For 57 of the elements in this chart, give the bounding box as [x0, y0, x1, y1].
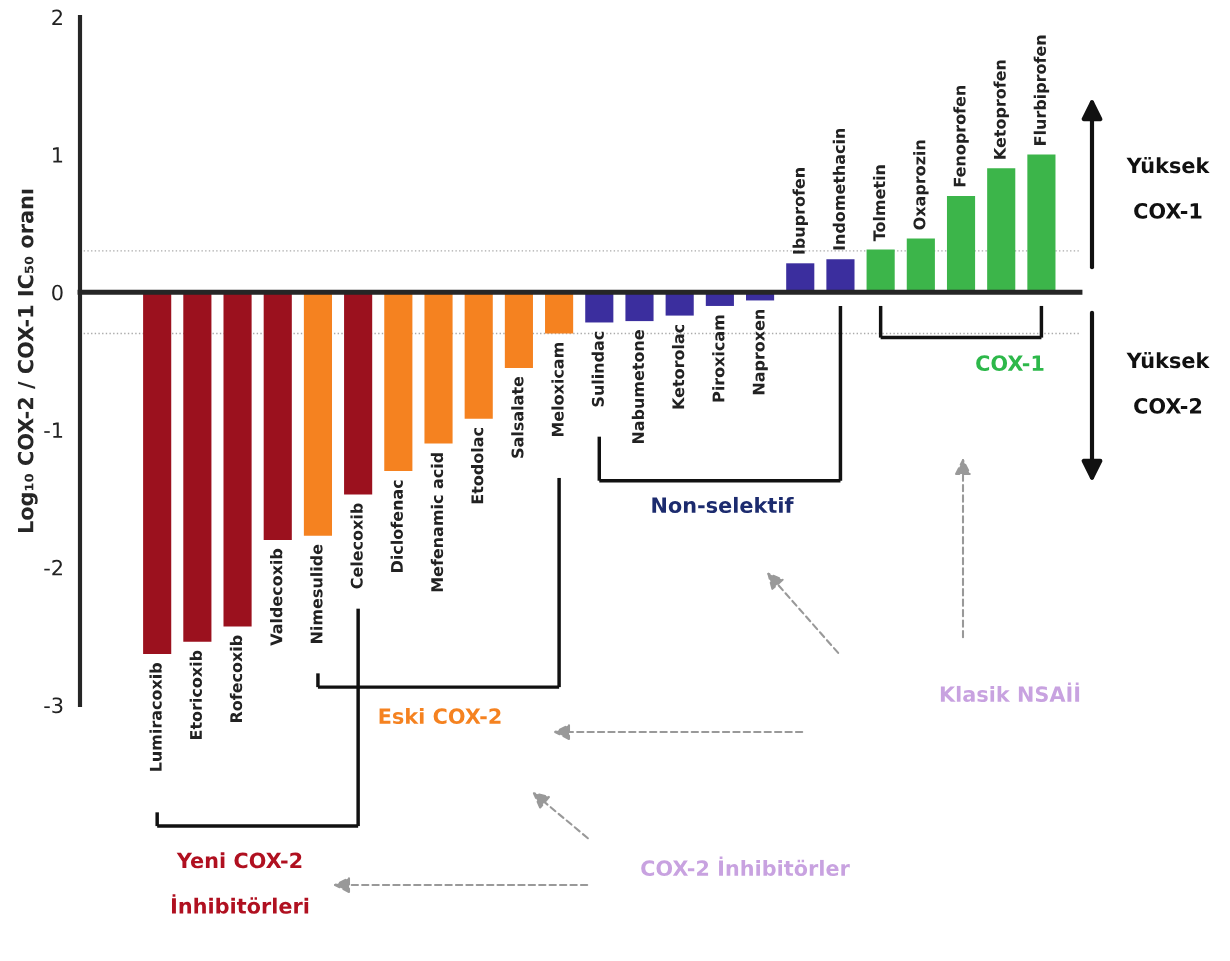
- bar: [545, 292, 574, 334]
- bar: [946, 195, 976, 293]
- y-tick-label: -3: [44, 697, 63, 714]
- x-tick-label: Diclofenac: [390, 480, 403, 572]
- y-tick-label: -2: [44, 559, 62, 576]
- annotation: Klasik NSAİİ: [940, 682, 1080, 703]
- bar: [344, 292, 373, 495]
- bar: [504, 292, 533, 368]
- text: Eski COX-2: [379, 707, 501, 725]
- x-tick-label: Nimesulide: [310, 544, 323, 643]
- x-tick-label: Salsalate: [511, 376, 524, 458]
- bar: [625, 292, 654, 322]
- x-tick-label: Ketoprofen: [993, 60, 1009, 159]
- x-tick-label: Flurbiprofen: [1033, 35, 1050, 145]
- bar: [424, 292, 453, 444]
- bar: [183, 292, 212, 642]
- x-tick-label: Valdecoxib: [270, 548, 283, 646]
- text: COX-2 İnhibitörler: [641, 856, 850, 877]
- x-tick-label: Rofecoxib: [229, 635, 243, 723]
- x-tick-label: Mefenamic acid: [430, 453, 444, 592]
- x-tick-label: Meloxicam: [551, 343, 564, 437]
- text: Yeni COX-2 İnhibitörleri: [171, 852, 309, 914]
- y-tick-label: 1: [53, 147, 63, 163]
- bar: [786, 263, 815, 293]
- x-tick-label: Fenoprofen: [953, 85, 969, 187]
- bar: [987, 168, 1016, 293]
- annotation: Non-selektif: [652, 496, 794, 514]
- x-tick-label: Lumiracoxib: [149, 663, 162, 771]
- x-tick-label: Naproxen: [752, 309, 768, 395]
- y-axis-title: Log₁₀ COX-2 / COX-1 IC₅₀ oranı: [17, 189, 38, 533]
- bar: [223, 292, 252, 627]
- text: Yüksek COX-1: [1126, 156, 1210, 219]
- x-tick-label: Ibuprofen: [792, 168, 808, 254]
- x-tick-label: Sulindac: [591, 331, 604, 407]
- y-tick-label: -1: [44, 422, 63, 438]
- x-tick-label: Oxaprozin: [913, 140, 929, 230]
- annotation: COX-1: [976, 355, 1044, 372]
- x-tick-label: Nabumetone: [631, 330, 645, 444]
- x-tick-label: Tolmetin: [872, 165, 886, 242]
- bar: [143, 292, 172, 655]
- y-tick-label: 2: [52, 9, 62, 25]
- bar: [866, 249, 895, 293]
- bar: [263, 292, 292, 540]
- bar: [1027, 154, 1056, 293]
- bar: [906, 238, 935, 293]
- bar: [384, 292, 413, 472]
- text: Yüksek COX-2: [1126, 351, 1210, 414]
- y-tick-label: 0: [52, 284, 63, 301]
- x-tick-label: Etodolac: [470, 428, 484, 504]
- bar: [464, 292, 493, 419]
- x-tick-label: Etoricoxib: [189, 650, 202, 740]
- x-tick-label: Piroxicam: [712, 315, 725, 402]
- x-tick-label: Indomethacin: [832, 128, 846, 250]
- bar: [303, 292, 333, 536]
- x-tick-label: Ketorolac: [671, 324, 685, 409]
- bar: [826, 259, 855, 293]
- x-tick-label: Celecoxib: [350, 503, 363, 589]
